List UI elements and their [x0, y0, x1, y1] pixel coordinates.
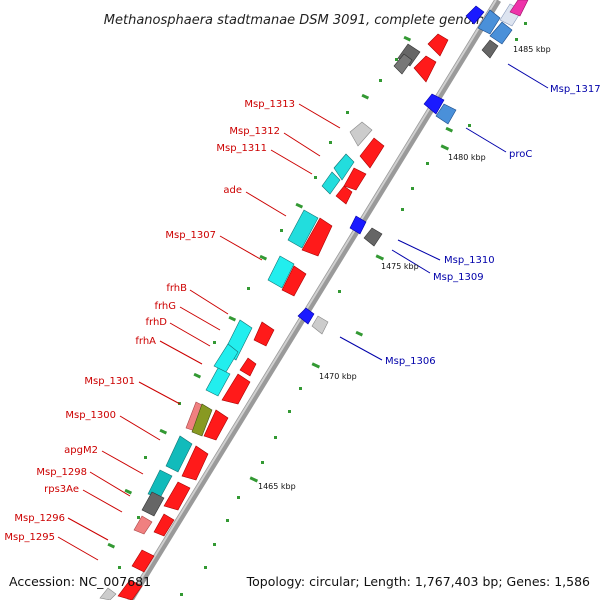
gene-box [141, 491, 165, 517]
gene-arrow [221, 373, 251, 405]
label-msp1313: Msp_1313 [244, 99, 295, 110]
label-frhD: frhD [146, 317, 168, 328]
tick-left [124, 488, 133, 495]
tick-left [193, 372, 202, 379]
gene-box [477, 9, 501, 35]
kbp-label-1480: 1480 kbp [448, 153, 486, 162]
gene-box [363, 227, 383, 247]
gene-box [267, 255, 295, 289]
gene-arrow [359, 137, 385, 169]
gene-arrow [117, 579, 143, 601]
gene-arrow [349, 215, 367, 235]
label-msp1295: Msp_1295 [4, 532, 55, 543]
gene-arrow [153, 513, 175, 537]
tick-1480 [440, 144, 450, 151]
label-msp1307: Msp_1307 [165, 230, 216, 241]
tick-left [107, 542, 116, 549]
gene-arrow [239, 357, 257, 377]
label-frhG: frhG [154, 301, 176, 312]
gene-arrow [465, 5, 485, 25]
gene-arrow [163, 481, 191, 511]
tick-right [355, 330, 364, 337]
gene-arrow [181, 445, 209, 481]
label-frhA: frhA [135, 336, 156, 347]
position-dots [103, 22, 527, 599]
gene-arrow [413, 55, 437, 83]
label-msp1310: Msp_1310 [444, 255, 495, 266]
label-rps3Ae: rps3Ae [44, 484, 79, 495]
kbp-label-1475: 1475 kbp [381, 262, 419, 271]
tick-left [259, 254, 268, 261]
gene-arrow [131, 549, 155, 573]
gene-arrow [253, 321, 275, 347]
label-msp1317: Msp_1317 [550, 84, 600, 95]
reverse-genes[interactable] [297, 0, 529, 335]
label-apgM2: apgM2 [64, 445, 98, 456]
label-msp1300: Msp_1300 [65, 410, 116, 421]
label-msp1298: Msp_1298 [36, 467, 87, 478]
kbp-label-1465: 1465 kbp [258, 482, 296, 491]
tick-left [159, 428, 168, 435]
tick-right [445, 126, 454, 133]
gene-arrow [427, 33, 449, 57]
gene-box [165, 435, 193, 473]
label-msp1306: Msp_1306 [385, 356, 436, 367]
gene-arrow [301, 217, 333, 257]
gene-box [393, 53, 413, 75]
label-ade: ade [223, 185, 242, 196]
gene-arrow [281, 265, 307, 297]
tick-left [228, 315, 237, 322]
forward-gene-labels: Msp_1313 Msp_1312 Msp_1311 ade Msp_1307 … [4, 99, 341, 561]
topology-text: Topology: circular; Length: 1,767,403 bp… [246, 574, 590, 589]
gene-arrow [423, 93, 445, 115]
accession-text: Accession: NC_007681 [9, 574, 151, 589]
tick-1465 [249, 476, 259, 483]
gene-box [321, 171, 341, 195]
gene-box [191, 403, 213, 437]
gene-box [205, 367, 231, 397]
gene-box [481, 39, 499, 59]
label-msp1311: Msp_1311 [216, 143, 267, 154]
genome-backbone [127, 0, 501, 602]
label-msp1309: Msp_1309 [433, 272, 484, 283]
gene-box [333, 153, 355, 181]
kbp-labels: 1485 kbp 1480 kbp 1475 kbp 1470 kbp 1465… [258, 45, 551, 491]
gene-box [287, 209, 319, 249]
kbp-label-1470: 1470 kbp [319, 372, 357, 381]
forward-genes[interactable] [99, 33, 449, 601]
tick-left [361, 93, 370, 100]
gene-arrow [297, 307, 315, 325]
label-frhB: frhB [166, 283, 187, 294]
gene-box [349, 121, 373, 147]
gene-arrow [343, 167, 367, 191]
gene-arrow [203, 409, 229, 441]
tick-left [403, 35, 412, 42]
gene-box [133, 515, 153, 535]
label-msp1301: Msp_1301 [84, 376, 135, 387]
gene-box [311, 315, 329, 335]
tick-1475 [375, 254, 385, 261]
gene-arrow [335, 185, 353, 205]
gene-box [489, 21, 513, 45]
kbp-label-1485: 1485 kbp [513, 45, 551, 54]
label-proC: proC [509, 149, 532, 160]
gene-box [435, 103, 457, 125]
tick-1470 [311, 362, 321, 369]
gene-box [509, 0, 529, 17]
tick-left [295, 202, 304, 209]
gene-box [99, 587, 117, 601]
label-msp1296: Msp_1296 [14, 513, 65, 524]
label-msp1312: Msp_1312 [229, 126, 280, 137]
reverse-gene-labels: Msp_1317 proC Msp_1310 Msp_1309 Msp_1306 [339, 63, 600, 367]
map-title: Methanosphaera stadtmanae DSM 3091, comp… [104, 13, 492, 28]
position-ticks [107, 24, 493, 549]
